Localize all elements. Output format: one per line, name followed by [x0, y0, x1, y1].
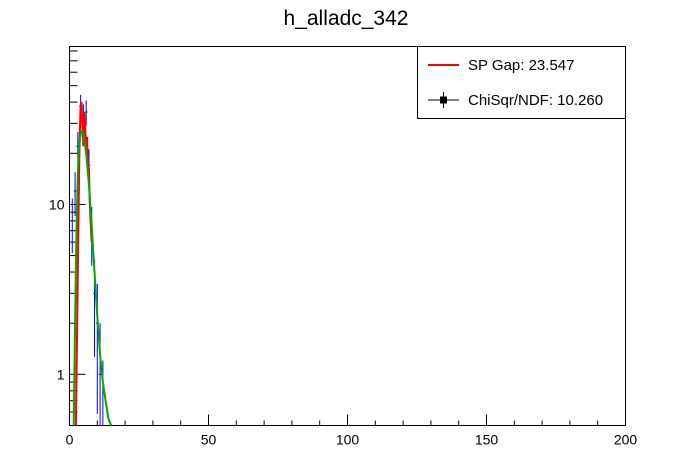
y-tick-label: 1 [57, 366, 65, 382]
x-axis: 0 50 100 150 200 [66, 414, 638, 448]
chart-title: h_alladc_342 [284, 7, 409, 30]
fit-curve-green [72, 128, 113, 426]
legend: SP Gap: 23.547 ChiSqr/NDF: 10.260 [417, 46, 626, 119]
x-tick-label: 100 [336, 432, 360, 448]
legend-entry-2-label: ChiSqr/NDF: 10.260 [468, 92, 603, 109]
x-tick-label: 200 [614, 432, 638, 448]
legend-box [417, 46, 626, 119]
x-tick-label: 150 [475, 432, 499, 448]
legend-entry-1-label: SP Gap: 23.547 [468, 57, 574, 74]
y-axis: 1 10 [49, 50, 86, 426]
x-tick-label: 0 [66, 432, 74, 448]
x-tick-label: 50 [201, 432, 217, 448]
y-tick-label: 10 [49, 196, 65, 212]
series-layer [70, 94, 113, 426]
legend-entry-2-marker [440, 96, 447, 104]
